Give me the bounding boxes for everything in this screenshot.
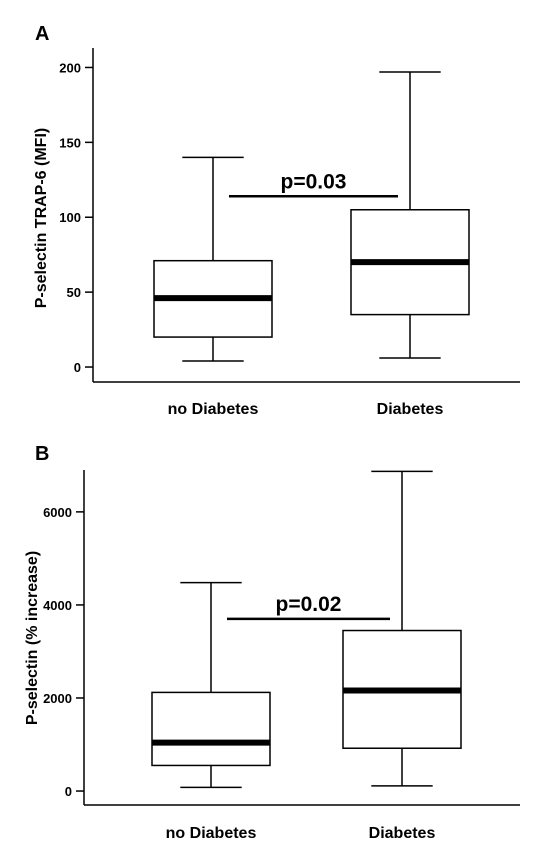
- y-tick-label: 150: [59, 135, 81, 150]
- panel-a-ticks: 0 50 100 150 200: [59, 60, 93, 375]
- y-tick-label: 2000: [43, 691, 72, 706]
- panel-b-boxes: [151, 470, 462, 789]
- box-no-diabetes: [151, 581, 271, 789]
- panel-b-annotation: p=0.02: [227, 593, 390, 621]
- p-value-label: p=0.02: [276, 593, 342, 616]
- panel-b: B P-selectin (% increase) 0200040006000 …: [24, 443, 520, 842]
- box-diabetes: [342, 470, 462, 787]
- y-tick-label: 4000: [43, 598, 72, 613]
- box-no-diabetes: [153, 156, 273, 362]
- box-diabetes: [350, 71, 470, 359]
- panel-b-categories: no Diabetes Diabetes: [166, 825, 436, 842]
- y-tick-label: 50: [67, 285, 81, 300]
- panel-a-ylabel: P-selectin TRAP-6 (MFI): [33, 128, 50, 308]
- x-category-label: Diabetes: [369, 825, 436, 842]
- x-category-label: no Diabetes: [168, 401, 259, 418]
- y-tick-label: 6000: [43, 505, 72, 520]
- panel-b-ticks: 0 2000 4000 6000: [43, 505, 84, 799]
- y-tick-label: 0: [65, 784, 72, 799]
- panel-a-categories: no Diabetes Diabetes: [168, 401, 444, 418]
- iqr-box: [151, 691, 271, 767]
- panel-a: A P-selectin TRAP-6 (MFI) 0 50 100 150 200 n…: [33, 23, 520, 418]
- x-category-label: no Diabetes: [166, 825, 257, 842]
- y-tick-label: 100: [59, 210, 81, 225]
- panel-a-letter: A: [35, 23, 49, 45]
- p-value-label: p=0.03: [281, 170, 347, 193]
- panel-a-annotation: p=0.03: [229, 170, 398, 198]
- panel-a-boxes: [153, 71, 470, 362]
- x-category-label: Diabetes: [377, 401, 444, 418]
- y-tick-label: 0: [74, 360, 81, 375]
- y-tick-label: 200: [59, 60, 81, 75]
- panel-b-ylabel: P-selectin (% increase): [24, 551, 41, 725]
- panel-b-letter: B: [35, 443, 49, 465]
